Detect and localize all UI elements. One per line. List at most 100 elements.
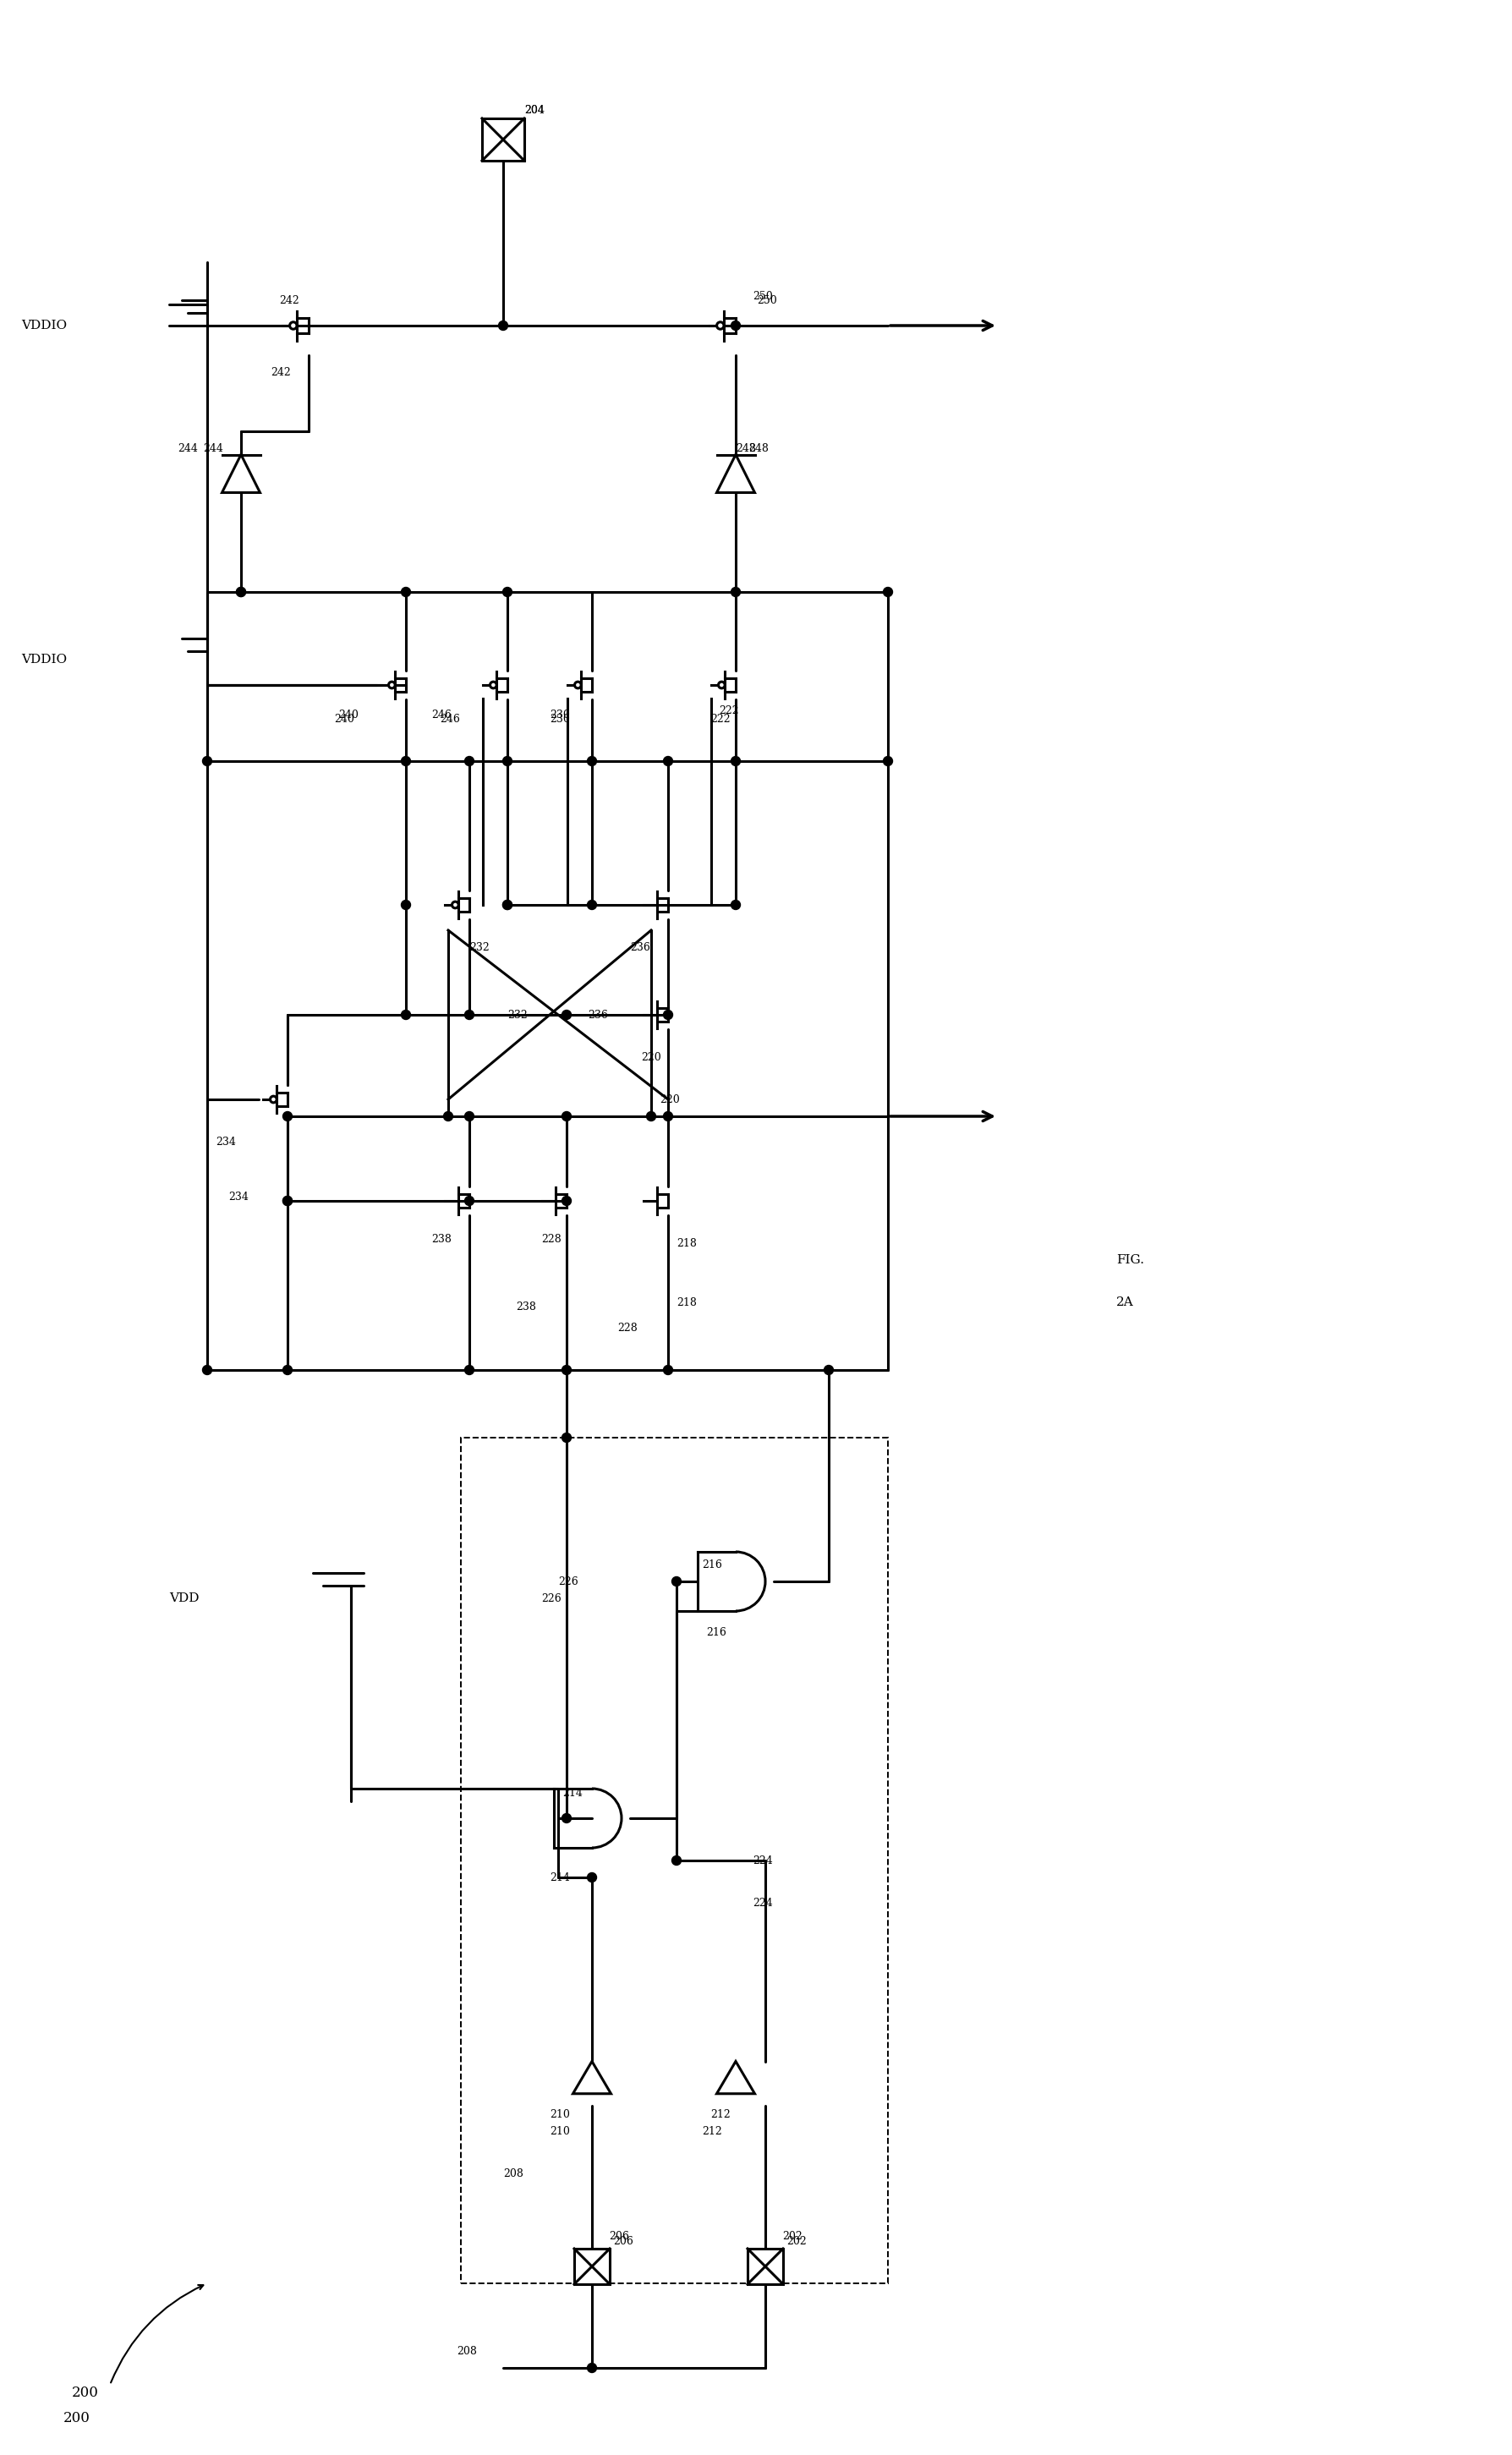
Circle shape [464, 1196, 473, 1205]
Circle shape [664, 1365, 673, 1375]
Circle shape [562, 1434, 572, 1441]
Circle shape [283, 1196, 292, 1205]
Circle shape [732, 901, 741, 908]
Circle shape [732, 322, 741, 331]
Circle shape [587, 2364, 597, 2372]
Text: 202: 202 [782, 2232, 803, 2241]
Text: 214: 214 [562, 1787, 582, 1800]
Circle shape [562, 1814, 572, 1824]
Text: 214: 214 [550, 1871, 570, 1883]
Circle shape [283, 1365, 292, 1375]
Bar [482, 118, 525, 160]
Text: 200: 200 [64, 2411, 91, 2426]
Text: 236: 236 [631, 943, 650, 953]
Text: 228: 228 [541, 1232, 561, 1245]
Bar [575, 2249, 609, 2283]
Text: 208: 208 [503, 2168, 523, 2180]
Circle shape [883, 756, 892, 766]
Circle shape [671, 1856, 682, 1866]
Text: 222: 222 [718, 705, 739, 717]
Text: 236: 236 [588, 1009, 608, 1021]
Circle shape [283, 1112, 292, 1122]
Text: 216: 216 [706, 1628, 726, 1637]
Circle shape [271, 1095, 277, 1102]
Circle shape [717, 322, 724, 329]
Text: 240: 240 [334, 714, 354, 724]
Text: 238: 238 [516, 1301, 537, 1311]
Text: 250: 250 [753, 290, 773, 302]
Text: 212: 212 [702, 2126, 721, 2136]
Circle shape [283, 1196, 292, 1205]
Text: 210: 210 [550, 2109, 570, 2119]
Text: 220: 220 [659, 1095, 680, 1105]
Circle shape [502, 901, 513, 908]
Polygon shape [717, 454, 754, 493]
Text: 206: 206 [609, 2232, 629, 2241]
Text: 2A: 2A [1116, 1296, 1134, 1309]
Circle shape [562, 1196, 572, 1205]
Circle shape [732, 756, 741, 766]
Circle shape [664, 756, 673, 766]
Circle shape [587, 756, 597, 766]
Text: 242: 242 [280, 295, 299, 307]
Circle shape [464, 1365, 473, 1375]
Text: 248: 248 [748, 442, 768, 454]
Text: VDD: VDD [169, 1593, 200, 1603]
Text: VDDIO: VDDIO [21, 653, 67, 665]
Text: 244: 244 [177, 442, 198, 454]
Circle shape [203, 1365, 212, 1375]
Circle shape [671, 1576, 682, 1586]
Text: 246: 246 [431, 709, 452, 719]
Text: 226: 226 [558, 1576, 578, 1586]
Text: 250: 250 [758, 295, 777, 307]
Circle shape [401, 1009, 411, 1019]
Text: VDDIO: VDDIO [21, 319, 67, 331]
Text: 208: 208 [457, 2345, 476, 2357]
Text: 244: 244 [203, 442, 224, 454]
Text: 232: 232 [508, 1009, 528, 1021]
Circle shape [883, 587, 892, 597]
Circle shape [236, 587, 245, 597]
Text: 218: 218 [676, 1237, 697, 1250]
Circle shape [401, 587, 411, 597]
Polygon shape [222, 454, 260, 493]
Text: 200: 200 [73, 2386, 98, 2401]
Circle shape [718, 682, 724, 687]
Text: 224: 224 [753, 1856, 773, 1866]
Circle shape [443, 1112, 452, 1122]
Bar [747, 2249, 783, 2283]
Text: 210: 210 [550, 2126, 570, 2136]
Circle shape [401, 901, 411, 908]
Text: 232: 232 [469, 943, 490, 953]
Text: 234: 234 [216, 1137, 236, 1146]
Circle shape [464, 1009, 473, 1019]
Circle shape [647, 1112, 656, 1122]
Circle shape [464, 756, 473, 766]
Polygon shape [717, 2062, 754, 2094]
Circle shape [389, 682, 395, 687]
Circle shape [575, 682, 581, 687]
Circle shape [562, 1365, 572, 1375]
Circle shape [502, 587, 513, 597]
Bar [461, 1439, 888, 2283]
Text: 230: 230 [550, 709, 570, 719]
Text: 230: 230 [550, 714, 570, 724]
Text: 218: 218 [676, 1296, 697, 1309]
Circle shape [236, 587, 245, 597]
Circle shape [499, 322, 508, 331]
Text: 224: 224 [753, 1898, 773, 1908]
Circle shape [490, 682, 496, 687]
Circle shape [401, 756, 411, 766]
Circle shape [290, 322, 296, 329]
Text: 248: 248 [736, 442, 756, 454]
Circle shape [824, 1365, 833, 1375]
Circle shape [464, 1112, 473, 1122]
Circle shape [562, 1112, 572, 1122]
Circle shape [452, 901, 458, 908]
Text: FIG.: FIG. [1116, 1255, 1145, 1267]
Text: 246: 246 [440, 714, 460, 724]
Circle shape [203, 756, 212, 766]
Text: 240: 240 [339, 709, 358, 719]
Text: 222: 222 [711, 714, 730, 724]
Text: 202: 202 [786, 2237, 806, 2246]
